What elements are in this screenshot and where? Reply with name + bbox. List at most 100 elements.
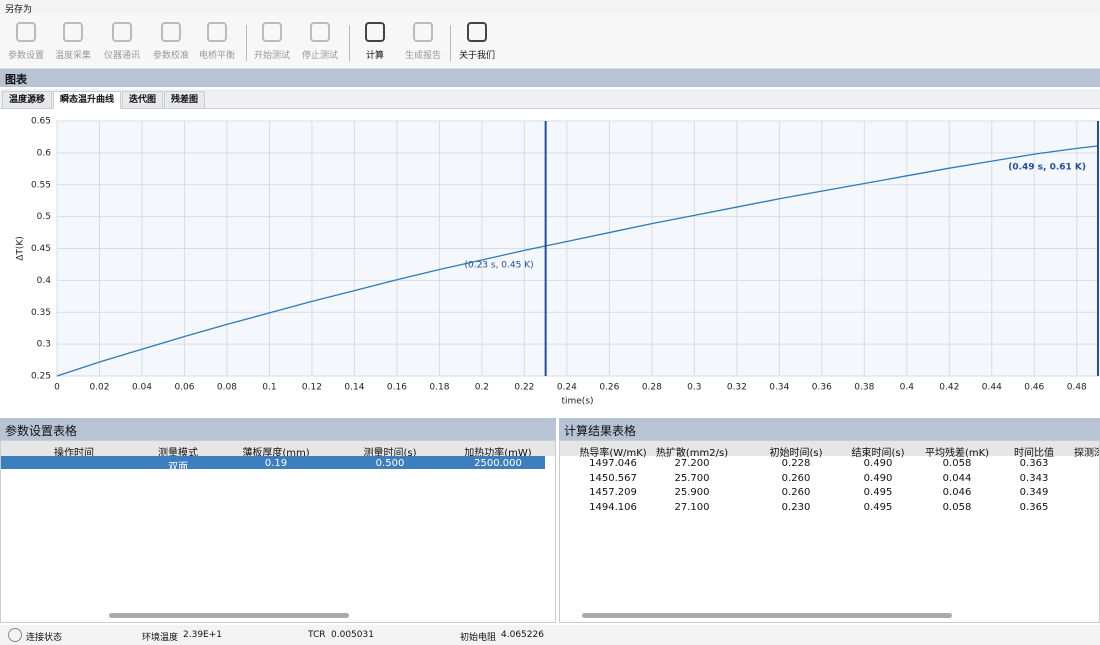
table-cell: 0.500 [375, 458, 405, 469]
toolbar-button[interactable]: 计算 [350, 20, 400, 61]
scrollbar[interactable] [109, 613, 349, 618]
button-icon [16, 22, 36, 42]
table-cell: 25.900 [674, 487, 710, 498]
x-tick-label: 0.28 [642, 383, 662, 393]
x-tick-label: 0.14 [344, 383, 364, 393]
table-header-row [1, 441, 555, 456]
toolbar-button[interactable]: 生成报告 [398, 20, 448, 61]
tab[interactable]: 迭代图 [122, 91, 164, 109]
section-title: 计算结果表格 [564, 424, 637, 438]
table-cell: 0.230 [781, 501, 811, 513]
button-icon [63, 22, 83, 42]
x-tick-label: 0.18 [429, 383, 449, 393]
status-label: 初始电阻 [460, 633, 497, 643]
x-tick-label: 0.48 [1067, 383, 1087, 393]
button-label: 参数设置 [7, 51, 44, 61]
toolbar-button[interactable]: 开始测试 [247, 20, 297, 61]
x-tick-label: 0.12 [302, 383, 322, 393]
column-header: 热导率(W/mK) [579, 448, 647, 459]
toolbar-button[interactable]: 温度采集 [48, 20, 98, 61]
x-axis-label: time(s) [561, 397, 593, 407]
toolbar-button[interactable]: 停止测试 [295, 20, 345, 61]
menu-item[interactable]: 另存为 [5, 5, 33, 15]
column-header: 初始时间(s) [769, 448, 823, 459]
y-tick-label: 0.35 [31, 308, 51, 318]
x-tick-label: 0.24 [557, 383, 577, 393]
x-tick-label: 0.16 [387, 383, 407, 393]
button-label: 计算 [365, 51, 384, 61]
table-cell: 0.19 [264, 458, 288, 469]
button-icon [413, 22, 433, 42]
separator [246, 25, 247, 61]
x-tick-label: 0.44 [982, 383, 1002, 393]
y-tick-label: 0.45 [31, 244, 51, 254]
column-header: 时间比值 [1014, 448, 1054, 459]
y-tick-label: 0.6 [37, 148, 52, 158]
column-header: 薄板厚度(mm) [242, 448, 310, 459]
toolbar-button[interactable]: 电桥平衡 [192, 20, 242, 61]
status-value: 0.005031 [331, 630, 374, 640]
tab[interactable]: 温度源移 [2, 91, 53, 109]
table-cell: 0.058 [942, 458, 972, 469]
x-tick-label: 0.46 [1024, 383, 1044, 393]
button-icon [467, 22, 487, 42]
button-label: 开始测试 [253, 51, 290, 61]
result-table: 热导率(W/mK) 热扩散(mm2/s) 初始时间(s) 结束时间(s) 平均残差(mK… [559, 440, 1100, 623]
status-value: 4.065226 [501, 630, 544, 640]
x-tick-label: 0.06 [174, 383, 194, 393]
table-cell: 1494.106 [589, 501, 637, 513]
toolbar-button[interactable]: 关于我们 [452, 20, 502, 61]
x-tick-label: 0.02 [89, 383, 109, 393]
status-indicator [8, 628, 22, 642]
x-tick-label: 0.26 [599, 383, 619, 393]
table-cell: 0.044 [942, 472, 972, 484]
x-tick-label: 0.42 [939, 383, 959, 393]
column-header: 测量时间(s) [363, 448, 417, 459]
table-cell: 0.490 [863, 472, 893, 484]
tab-bar: 温度源移 瞬态温升曲线 迭代图 残差图 [0, 89, 1100, 109]
tab[interactable]: 残差图 [164, 91, 206, 109]
table-cell: 0.228 [781, 458, 811, 469]
table-cell: 0.046 [942, 487, 972, 498]
table-header-row [560, 441, 1099, 456]
toolbar-button[interactable]: 仪器通讯 [97, 20, 147, 61]
param-table: 操作时间 测量模式 薄板厚度(mm) 测量时间(s) 加热功率(mW) 双面 0.19 0.5… [0, 440, 556, 623]
x-tick-label: 0.32 [727, 383, 747, 393]
status-value: 2.39E+1 [183, 630, 222, 640]
table-cell: 0.260 [781, 472, 811, 484]
button-icon [112, 22, 132, 42]
x-tick-label: 0 [54, 383, 60, 393]
tab[interactable]: 瞬态温升曲线 [53, 91, 122, 109]
button-icon [161, 22, 181, 42]
x-tick-label: 0.2 [475, 383, 489, 393]
table-cell: 0.490 [863, 458, 893, 469]
chart: 0.25 0.3 0.35 0.4 0.45 0.5 0.55 0.6 0.65 0 0.02 0.0… [16, 117, 1099, 407]
table-cell: 27.100 [674, 501, 710, 513]
toolbar-button[interactable]: 参数设置 [1, 20, 51, 61]
scrollbar[interactable] [582, 613, 952, 618]
y-tick-label: 0.4 [37, 276, 52, 286]
table-cell: 0.495 [863, 501, 893, 513]
selected-row[interactable] [1, 456, 545, 469]
table-cell: 0.495 [863, 487, 893, 498]
button-label: 仪器通讯 [103, 51, 140, 61]
y-axis-label: ΔT(K) [16, 236, 26, 261]
status-label: TCR [308, 630, 326, 640]
toolbar-button[interactable]: 参数校准 [146, 20, 196, 61]
table-cell: 2500.000 [474, 458, 522, 469]
button-label: 关于我们 [458, 51, 495, 61]
x-tick-label: 0.36 [812, 383, 832, 393]
column-header: 结束时间(s) [851, 448, 905, 459]
x-tick-label: 0.08 [217, 383, 237, 393]
x-tick-label: 0.3 [687, 383, 701, 393]
x-tick-label: 0.38 [854, 383, 874, 393]
table-cell: 27.200 [674, 458, 710, 469]
y-tick-label: 0.25 [31, 372, 51, 382]
table-cell: 0.058 [942, 501, 972, 513]
section-title: 参数设置表格 [5, 424, 78, 438]
table-cell: 25.700 [674, 472, 710, 484]
x-tick-label: 0.4 [900, 383, 915, 393]
table-cell: 0.349 [1019, 487, 1049, 498]
table-cell: 1457.209 [589, 487, 637, 498]
